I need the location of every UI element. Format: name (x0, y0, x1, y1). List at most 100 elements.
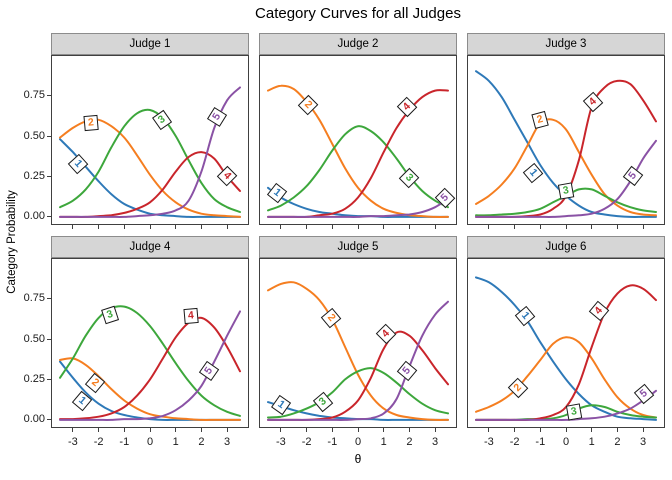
x-axis-title: θ (354, 452, 362, 466)
x-tick-label: -2 (301, 436, 312, 448)
x-tick-mark (565, 428, 567, 432)
y-axis-title: Category Probability (6, 190, 18, 294)
x-tick-mark (306, 428, 308, 432)
y-tick-mark (47, 175, 51, 177)
x-tick-label: 3 (224, 436, 231, 448)
facet-strip-judge-5: Judge 5 (259, 236, 457, 258)
curve-category-5 (475, 139, 657, 218)
category-label-2: 2 (83, 114, 99, 132)
curve-category-2 (267, 281, 449, 421)
x-tick-mark (123, 428, 125, 432)
y-tick-label: 0.25 (23, 169, 45, 182)
x-tick-label: 3 (432, 436, 439, 448)
y-tick-label: 0.00 (23, 210, 45, 223)
x-tick-mark (149, 225, 151, 229)
x-tick-mark (539, 428, 541, 432)
x-tick-mark (434, 225, 436, 229)
y-tick-mark (47, 135, 51, 137)
x-tick-mark (408, 428, 410, 432)
x-tick-mark (591, 225, 593, 229)
curve-category-1 (59, 138, 241, 218)
curve-category-3 (267, 367, 449, 419)
x-tick-label: -3 (484, 436, 494, 448)
plot-area-judge-6 (467, 258, 665, 428)
x-tick-label: 2 (198, 436, 205, 448)
x-tick-mark (98, 428, 100, 432)
x-tick-label: -3 (68, 436, 78, 448)
category-label-3: 3 (557, 182, 575, 200)
x-tick-mark (331, 428, 333, 432)
y-tick-mark (47, 338, 51, 340)
y-tick-mark (47, 95, 51, 96)
x-tick-mark (488, 225, 490, 229)
y-tick-mark (47, 419, 51, 421)
plot-area-judge-3 (467, 55, 665, 225)
x-tick-label: 3 (640, 436, 647, 448)
x-tick-mark (357, 428, 359, 432)
y-tick-label: 0.50 (23, 332, 45, 345)
facet-strip-judge-4: Judge 4 (51, 236, 249, 258)
x-tick-mark (357, 225, 359, 229)
x-tick-mark (565, 225, 567, 229)
curve-category-5 (475, 389, 657, 421)
x-tick-mark (383, 225, 385, 229)
curve-category-5 (267, 300, 449, 421)
x-tick-label: -2 (509, 436, 520, 448)
curve-category-1 (267, 401, 449, 421)
curve-category-1 (475, 276, 657, 421)
curve-category-5 (267, 198, 449, 218)
y-tick-label: 0.75 (23, 292, 45, 304)
x-tick-mark (408, 225, 410, 229)
x-tick-label: 2 (406, 436, 413, 448)
curve-category-3 (59, 305, 241, 417)
x-tick-label: 0 (562, 436, 570, 448)
x-tick-mark (226, 428, 228, 432)
x-tick-mark (200, 428, 202, 432)
x-tick-mark (642, 225, 644, 229)
curve-category-3 (267, 125, 449, 212)
x-tick-label: 1 (588, 436, 595, 448)
curve-category-2 (59, 357, 241, 421)
x-tick-label: -1 (535, 436, 546, 448)
x-tick-mark (123, 225, 125, 229)
plot-area-judge-1 (51, 55, 249, 225)
curve-category-2 (475, 336, 657, 419)
curve-category-4 (59, 316, 241, 421)
y-tick-mark (47, 378, 51, 380)
x-tick-mark (200, 225, 202, 229)
x-tick-label: -1 (119, 436, 130, 448)
x-tick-label: 1 (380, 436, 387, 448)
x-tick-mark (616, 225, 618, 229)
chart-title: Category Curves for all Judges (255, 5, 461, 22)
x-tick-mark (149, 428, 151, 432)
x-tick-mark (383, 428, 385, 432)
curve-category-4 (267, 89, 449, 219)
x-tick-label: 0 (146, 436, 154, 448)
x-tick-mark (72, 225, 74, 229)
x-tick-label: -2 (93, 436, 104, 448)
y-tick-label: 0.50 (23, 129, 45, 142)
x-tick-mark (434, 428, 436, 432)
x-tick-mark (539, 225, 541, 229)
facet-strip-judge-2: Judge 2 (259, 33, 457, 55)
facet-strip-judge-6: Judge 6 (467, 236, 665, 258)
x-tick-mark (226, 225, 228, 229)
curve-category-5 (59, 86, 241, 218)
x-tick-mark (591, 428, 593, 432)
x-tick-label: -3 (276, 436, 286, 448)
curve-category-2 (267, 84, 449, 218)
x-tick-mark (280, 428, 282, 432)
x-tick-mark (331, 225, 333, 229)
x-tick-mark (175, 225, 177, 229)
x-tick-mark (72, 428, 74, 432)
y-tick-mark (47, 298, 51, 299)
x-tick-mark (514, 225, 516, 229)
y-tick-mark (47, 216, 51, 218)
